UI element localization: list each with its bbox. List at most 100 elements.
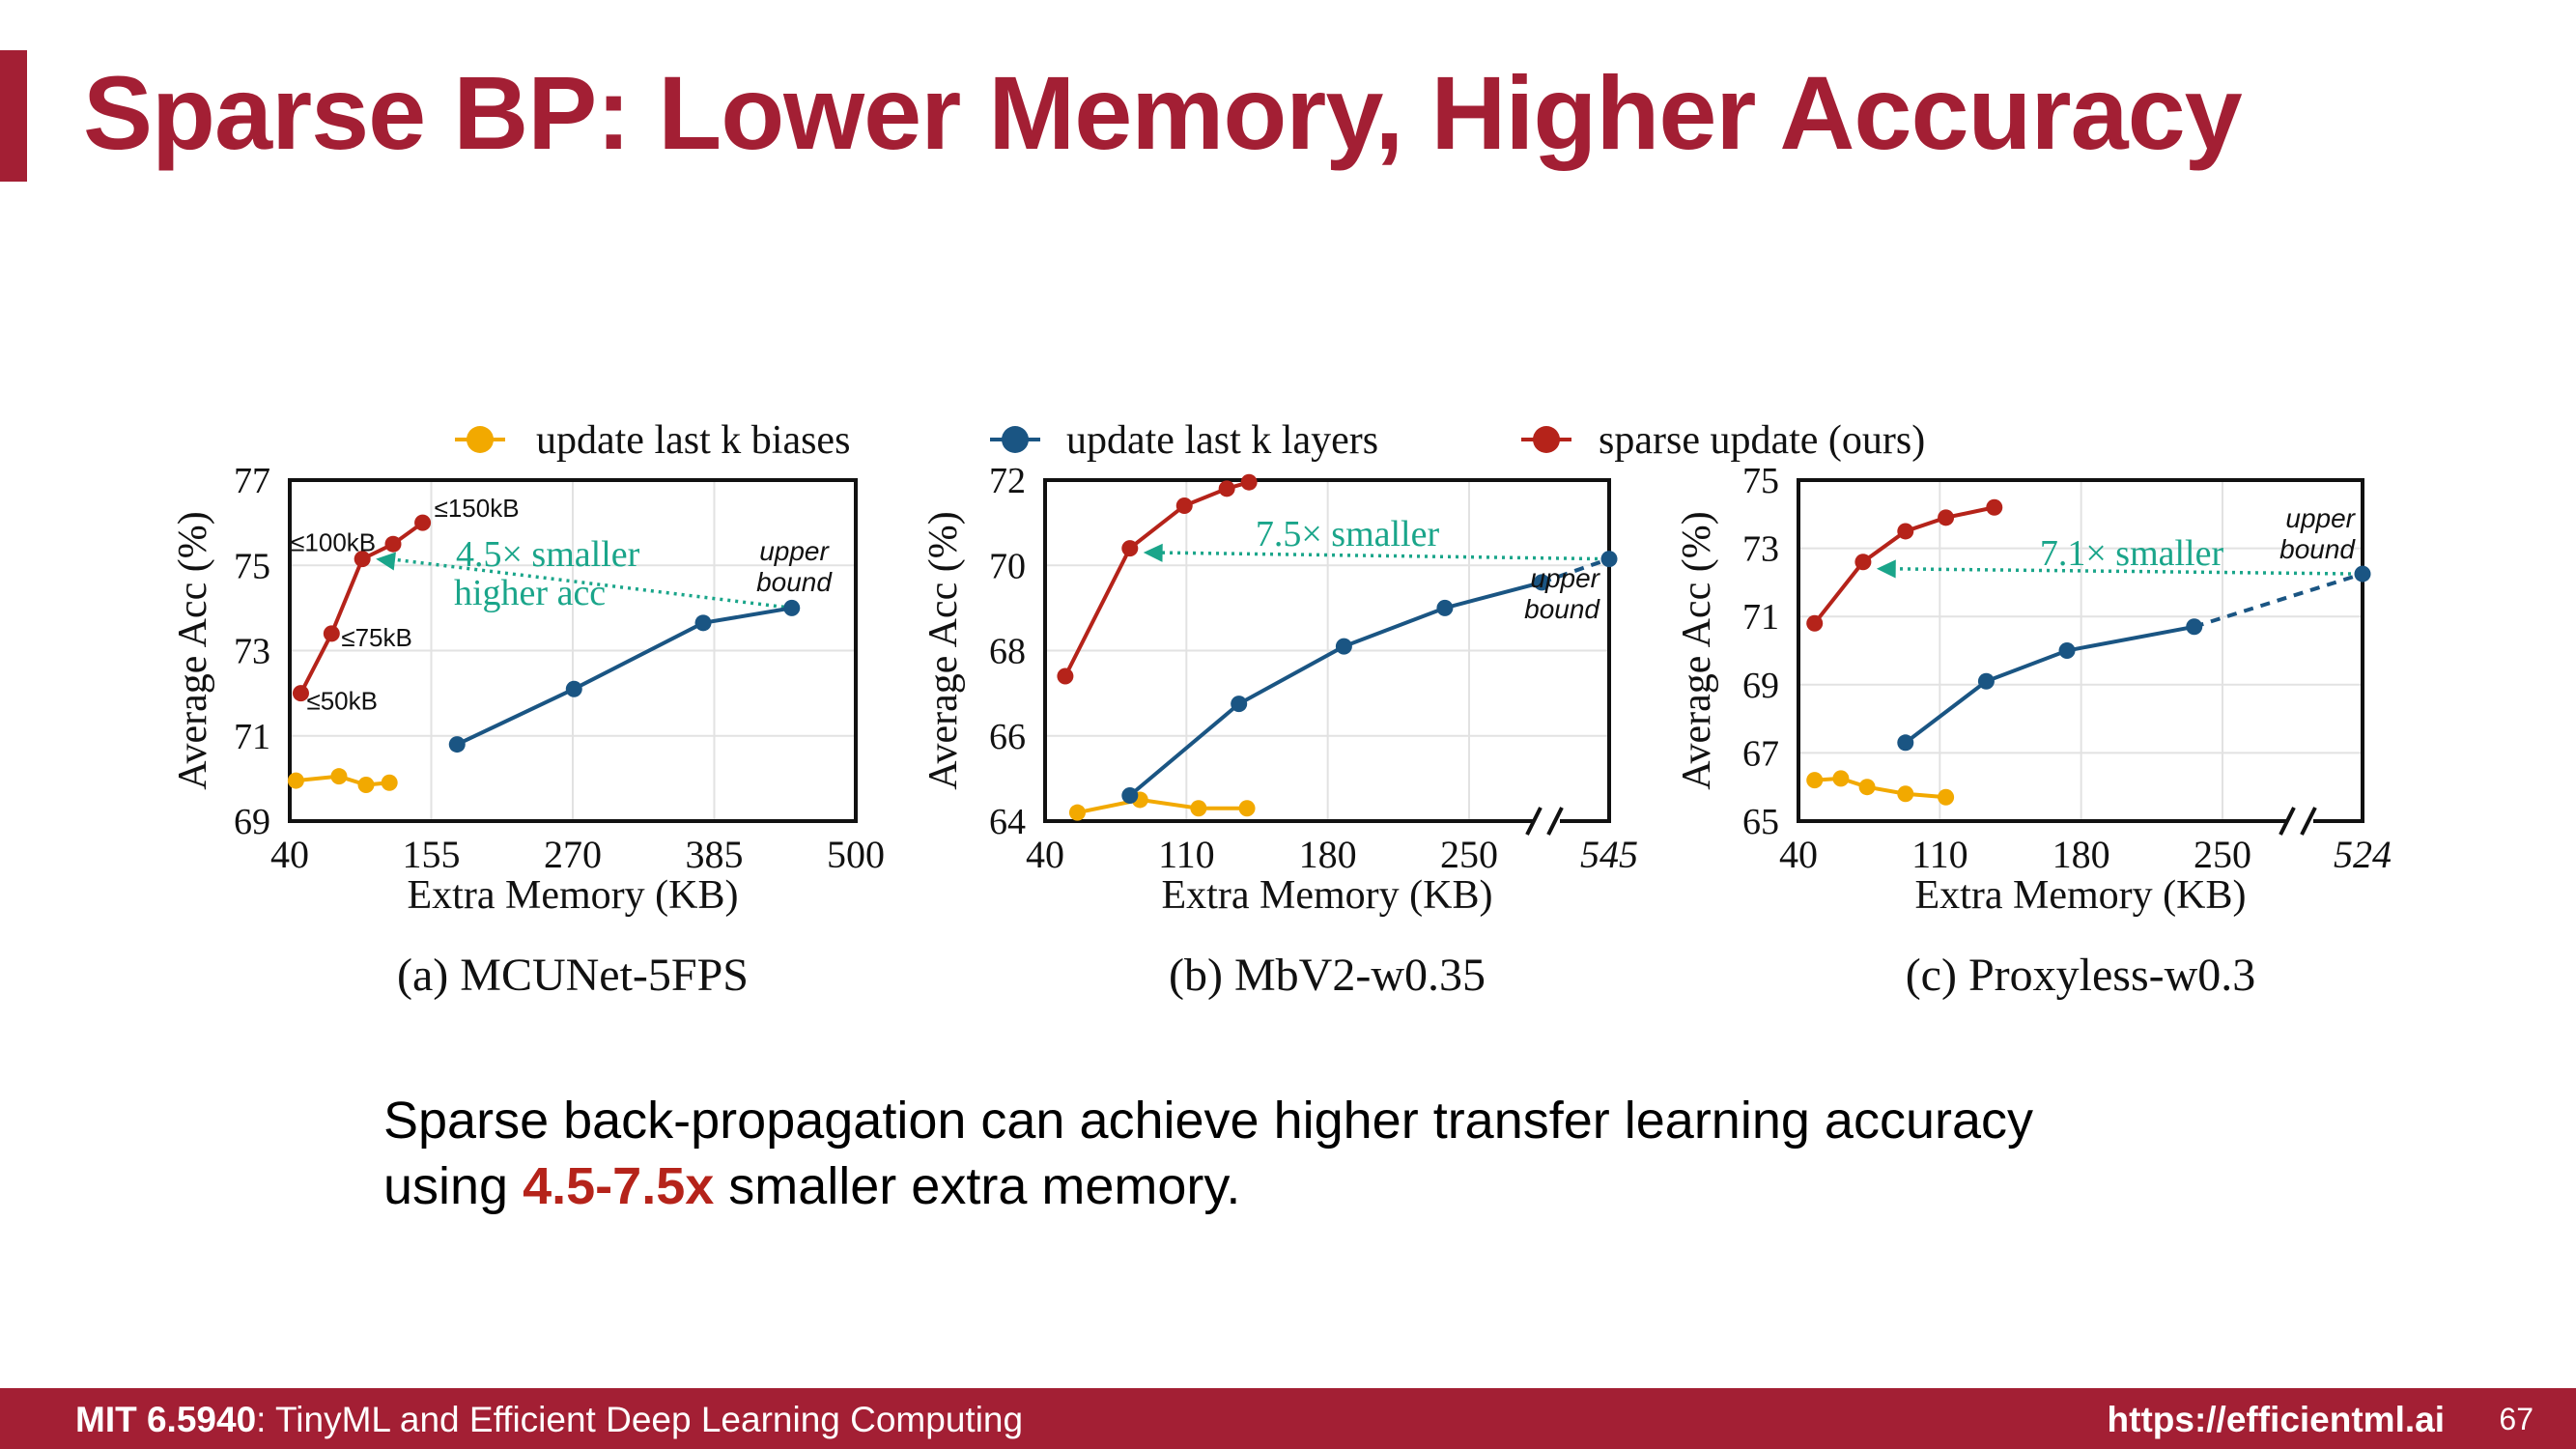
panel-3-point-biases: [1806, 772, 1824, 789]
panel-1-xtick-label: 385: [686, 833, 744, 876]
panel-3-point-biases: [1858, 779, 1876, 796]
panel-3-arrow-line: [1889, 567, 2360, 576]
panel-2-ytick-label: 66: [989, 717, 1026, 757]
panel-3-axis-break-mark: [2300, 807, 2317, 836]
panel-2-ytick-label: 64: [989, 802, 1026, 842]
panel-1-point-sparse: [323, 625, 340, 642]
panel-2-upper-bound-point: [1600, 551, 1618, 568]
panel-1-xtick-label: 155: [403, 833, 461, 876]
panel-2-point-layers: [1231, 696, 1248, 713]
panel-3-series-line-layers: [1904, 624, 2195, 745]
caption-post: smaller extra memory.: [714, 1157, 1241, 1215]
panel-1-frame: [288, 478, 858, 823]
panel-3-upper-bound-label: upper: [2285, 503, 2356, 533]
panel-1-point-sparse: [384, 535, 402, 553]
panel-1-point-biases: [330, 768, 348, 785]
panel-2-series-line-layers: [1128, 580, 1543, 798]
panel-1-ytick-label: 71: [234, 717, 270, 757]
legend-label-biases: update last k biases: [536, 418, 850, 463]
panel-3-frame: [1797, 478, 2364, 823]
panel-3-ylabel: Average Acc (%): [1675, 511, 1719, 789]
panel-3-xtick-label: 180: [2052, 833, 2110, 876]
panel-1-point-sparse: [354, 551, 371, 568]
panel-3-point-biases: [1897, 785, 1914, 803]
panel-2-arrow-head: [1143, 543, 1163, 562]
panel-3-point-layers: [1977, 672, 1995, 690]
panel-1-arrow-head: [376, 552, 396, 571]
panel-1-ytick-label: 73: [234, 632, 270, 672]
panel-1-xtick-label: 500: [827, 833, 885, 876]
panel-1-xtick-label: 270: [544, 833, 602, 876]
panel-1-upper-bound-label-2: bound: [756, 567, 833, 597]
panel-1-caption: (a) MCUNet-5FPS: [397, 950, 749, 1001]
panel-3-xtick-label: 40: [1779, 833, 1818, 876]
slide-caption: Sparse back-propagation can achieve high…: [383, 1088, 2033, 1219]
caption-pre: using: [383, 1157, 524, 1215]
panel-2-point-sparse: [1218, 480, 1235, 497]
panel-3-point-biases: [1832, 770, 1850, 787]
panel-3-point-biases: [1938, 788, 1955, 806]
panel-3-point-layers: [2186, 618, 2203, 636]
panel-3-ytick-label: 73: [1742, 529, 1779, 570]
panel-1-point-layers: [565, 680, 582, 697]
legend-label-sparse: sparse update (ours): [1599, 418, 1925, 463]
panel-1-point-sparse: [292, 685, 309, 702]
panel-1-ylabel: Average Acc (%): [171, 511, 215, 789]
caption-highlight: 4.5-7.5x: [523, 1157, 715, 1215]
panel-3-xtick-label: 110: [1911, 833, 1968, 876]
panel-3-point-layers: [2058, 642, 2076, 659]
footer-url[interactable]: https://efficientml.ai: [2107, 1400, 2445, 1439]
footer-subtitle: : TinyML and Efficient Deep Learning Com…: [256, 1400, 1024, 1439]
panel-3-point-sparse: [1806, 614, 1824, 632]
panel-2-upper-bound-dashed: [1541, 556, 1610, 584]
footer-course-info: MIT 6.5940: TinyML and Efficient Deep Le…: [75, 1400, 1023, 1440]
title-accent-bar: [0, 50, 27, 182]
panel-2-point-layers: [1335, 638, 1352, 655]
panel-2-series-line-sparse: [1063, 480, 1250, 677]
panel-3-xlabel: Extra Memory (KB): [1915, 873, 2247, 918]
panel-1-point-biases: [381, 774, 398, 791]
panel-2-point-sparse: [1175, 497, 1193, 514]
panel-1-point-label: ≤75kB: [341, 623, 412, 652]
panel-2-caption: (b) MbV2-w0.35: [1169, 950, 1486, 1001]
footer-course: MIT 6.5940: [75, 1400, 257, 1439]
panel-3-caption: (c) Proxyless-w0.3: [1906, 950, 2256, 1001]
panel-1-xlabel: Extra Memory (KB): [408, 873, 739, 918]
panel-3-ytick-label: 69: [1742, 666, 1779, 706]
panel-2-point-layers: [1121, 787, 1139, 805]
panel-1-arrow-label: 4.5× smaller: [456, 534, 640, 575]
panel-1-arrow-label-2: higher acc: [454, 573, 606, 613]
panel-3-upper-bound-dashed: [2194, 572, 2364, 629]
panel-2-xtick-label: 250: [1440, 833, 1498, 876]
panel-3-ytick-label: 67: [1742, 733, 1779, 774]
panel-2-ytick-label: 68: [989, 632, 1026, 672]
panel-2-xlabel: Extra Memory (KB): [1162, 873, 1493, 918]
panel-1-ytick-label: 77: [234, 461, 270, 501]
panel-2-frame: [1043, 478, 1611, 823]
panel-2-point-sparse: [1240, 473, 1258, 491]
slide-title: Sparse BP: Lower Memory, Higher Accuracy: [83, 54, 2243, 171]
legend-label-layers: update last k layers: [1066, 418, 1378, 463]
panel-3-point-sparse: [1854, 554, 1872, 571]
panel-3-point-layers: [1897, 734, 1914, 752]
panel-2-point-sparse: [1057, 668, 1074, 685]
panel-1-point-layers: [783, 599, 801, 616]
panel-2-xtick-label: 110: [1158, 833, 1215, 876]
panel-3-upper-bound-point: [2354, 565, 2371, 582]
panel-2-xtick-label: 545: [1580, 833, 1638, 876]
panel-2-ytick-label: 70: [989, 546, 1026, 586]
panel-2-point-sparse: [1121, 540, 1139, 557]
panel-2-axis-break-mark: [1525, 807, 1543, 836]
panel-3-xtick-label: 524: [2334, 833, 2392, 876]
panel-1-point-label: ≤50kB: [306, 687, 378, 716]
panel-1-point-label: ≤100kB: [291, 528, 376, 557]
panel-3-ytick-label: 75: [1742, 461, 1779, 501]
panel-1-series-line-layers: [456, 606, 793, 747]
panel-3-arrow-head: [1876, 559, 1896, 579]
panel-2-point-layers: [1436, 599, 1454, 616]
panel-1-point-biases: [357, 776, 375, 793]
panel-2-ytick-label: 72: [989, 461, 1026, 501]
panel-2-xtick-label: 180: [1299, 833, 1357, 876]
panel-3-arrow-label: 7.1× smaller: [2040, 533, 2224, 574]
panel-1-ytick-label: 75: [234, 546, 270, 586]
